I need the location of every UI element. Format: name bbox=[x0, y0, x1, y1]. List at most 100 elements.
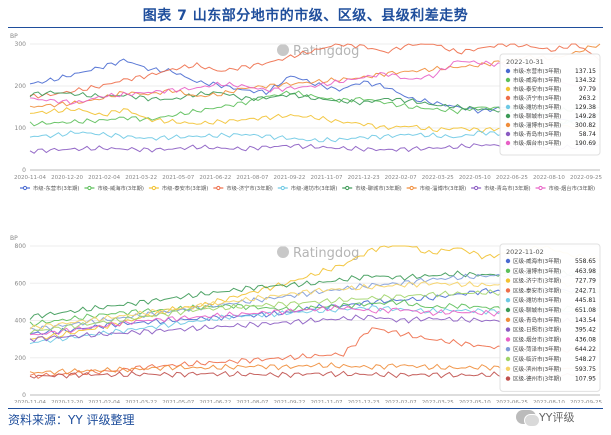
tooltip-dot bbox=[505, 113, 511, 119]
x-tick-label: 2021-12-23 bbox=[348, 400, 380, 403]
tooltip-box bbox=[499, 243, 601, 392]
tooltip-label: 区级-日照市(3年期) bbox=[513, 326, 561, 334]
tooltip-value: 436.08 bbox=[575, 336, 596, 343]
tooltip-dot bbox=[505, 86, 511, 92]
tooltip-value: 134.32 bbox=[575, 77, 596, 84]
wechat-label: YY评级 bbox=[539, 411, 575, 424]
x-tick-label: 2021-09-22 bbox=[273, 400, 305, 403]
x-tick-label: 2020-11-04 bbox=[14, 400, 46, 403]
legend-item: 市级-潍坊市(3年期) bbox=[277, 184, 338, 192]
tooltip-value: 137.15 bbox=[575, 68, 596, 75]
tooltip-value: 143.54 bbox=[575, 317, 596, 324]
series-line bbox=[29, 43, 601, 99]
x-tick-label: 2021-05-07 bbox=[162, 175, 194, 181]
tooltip-label: 区级-聊城市(3年期) bbox=[513, 306, 561, 314]
watermark-text: Ratingdog bbox=[293, 44, 359, 59]
tooltip-label: 区级-济宁市(3年期) bbox=[513, 277, 561, 285]
tooltip-label: 区级-菏泽市(3年期) bbox=[513, 345, 561, 353]
tooltip-value: 548.27 bbox=[575, 356, 596, 363]
tooltip-value: 395.42 bbox=[575, 327, 596, 334]
tooltip-value: 263.2 bbox=[579, 95, 596, 102]
tooltip-dot bbox=[505, 122, 511, 128]
x-tick-label: 2021-08-07 bbox=[236, 175, 268, 181]
legend-item: 市级-烟台市(3年期) bbox=[535, 184, 596, 192]
tooltip-dot bbox=[505, 307, 511, 313]
y-tick-label: 200 bbox=[15, 83, 27, 90]
legend-label: 市级-威海市(3年期) bbox=[97, 184, 144, 192]
x-tick-label: 2021-11-07 bbox=[311, 175, 343, 181]
tooltip-value: 558.65 bbox=[575, 258, 596, 265]
x-tick-label: 2020-11-04 bbox=[14, 175, 46, 181]
legend-label: 市级-潍坊市(3年期) bbox=[291, 184, 338, 192]
chart-bottom: Ratingdog BP 0 200 400 600 800 2020-11-04 2020-1… bbox=[10, 235, 602, 403]
x-tick-label: 2021-11-07 bbox=[311, 400, 343, 403]
tooltip-dot bbox=[505, 356, 511, 362]
tooltip-value: 445.81 bbox=[575, 297, 596, 304]
tooltip-label: 区级-临沂市(3年期) bbox=[513, 355, 561, 363]
chart-top: Ratingdog BP 0 100 200 300 2020-11-04 2020-12-2… bbox=[10, 33, 602, 192]
tooltip-value: 97.79 bbox=[579, 86, 596, 93]
legend-marker bbox=[409, 185, 414, 191]
legend-item: 市级-青岛市(3年期) bbox=[471, 184, 531, 192]
legend-marker bbox=[151, 185, 156, 191]
tooltip-label: 市级-济宁市(3年期) bbox=[513, 94, 561, 102]
tooltip-label: 市级-淄博市(3年期) bbox=[513, 121, 561, 129]
tooltip-dot bbox=[505, 278, 511, 283]
tooltip-label: 区级-淄博市(3年期) bbox=[513, 267, 561, 275]
x-tick-label: 2020-12-20 bbox=[51, 175, 83, 181]
x-tick-label: 2021-06-22 bbox=[199, 400, 231, 403]
x-tick-label: 2021-12-23 bbox=[348, 175, 380, 181]
tooltip-label: 区级-烟台市(3年期) bbox=[513, 335, 561, 343]
legend-marker bbox=[345, 185, 350, 191]
tooltip-dot bbox=[505, 140, 511, 146]
x-tick-label: 2022-08-10 bbox=[533, 400, 565, 403]
tooltip-dot bbox=[505, 376, 511, 381]
tooltip-label: 区级-泰安市(3年期) bbox=[513, 286, 561, 294]
watermark-text: Ratingdog bbox=[293, 246, 359, 261]
y-axis-label: BP bbox=[10, 235, 18, 242]
x-tick-label: 2021-09-22 bbox=[273, 175, 305, 181]
y-tick-label: 100 bbox=[15, 125, 27, 132]
tooltip-value: 727.79 bbox=[575, 278, 596, 285]
figure-title: 图表 7 山东部分地市的市级、区级、县级利差走势 bbox=[142, 8, 469, 24]
x-tick-label: 2022-06-25 bbox=[496, 400, 528, 403]
tooltip-label: 区级-德州市(3年期) bbox=[513, 375, 561, 383]
legend-item: 市级-东营市(3年期) bbox=[20, 184, 80, 192]
tooltip-dot bbox=[505, 268, 511, 273]
legend-label: 市级-淄博市(3年期) bbox=[420, 184, 467, 192]
legend-marker bbox=[216, 185, 221, 191]
x-tick-label: 2021-02-04 bbox=[88, 175, 120, 181]
x-tick-label: 2022-02-07 bbox=[385, 175, 417, 181]
tooltip-dot bbox=[505, 327, 511, 332]
wechat-icon bbox=[516, 410, 540, 427]
tooltip-value: 190.69 bbox=[575, 140, 596, 147]
watermark-icon bbox=[277, 246, 289, 258]
y-axis-label: BP bbox=[10, 33, 18, 40]
tooltip-dot bbox=[505, 298, 511, 303]
tooltip-value: 107.95 bbox=[575, 376, 596, 383]
tooltip-label: 市级-东营市(3年期) bbox=[513, 67, 561, 75]
tooltip-label: 区级-威海市(3年期) bbox=[513, 257, 561, 265]
x-tick-label: 2022-08-10 bbox=[533, 175, 565, 181]
x-tick-label: 2022-05-10 bbox=[459, 175, 491, 181]
y-tick-label: 0 bbox=[22, 167, 26, 174]
x-tick-label: 2022-05-10 bbox=[459, 400, 491, 403]
x-tick-label: 2022-09-25 bbox=[570, 175, 602, 181]
legend-label: 市级-烟台市(3年期) bbox=[549, 184, 596, 192]
legend-marker bbox=[87, 185, 92, 191]
legend-label: 市级-济宁市(3年期) bbox=[226, 184, 272, 192]
tooltip-dot bbox=[505, 317, 511, 322]
x-tick-label: 2022-06-25 bbox=[496, 175, 528, 181]
legend-marker bbox=[280, 185, 285, 191]
source-note: 资料来源：YY 评级整理 bbox=[8, 413, 135, 427]
legend-marker bbox=[538, 185, 543, 191]
legend-marker bbox=[22, 185, 28, 191]
tooltip-dot bbox=[505, 131, 511, 137]
tooltip-dot bbox=[505, 77, 511, 83]
legend-label: 市级-青岛市(3年期) bbox=[484, 184, 530, 192]
tooltip-dot bbox=[505, 337, 511, 342]
tooltip-box bbox=[499, 53, 601, 156]
legend-item: 市级-聊城市(3年期) bbox=[342, 184, 402, 192]
watermark-icon bbox=[277, 44, 289, 56]
